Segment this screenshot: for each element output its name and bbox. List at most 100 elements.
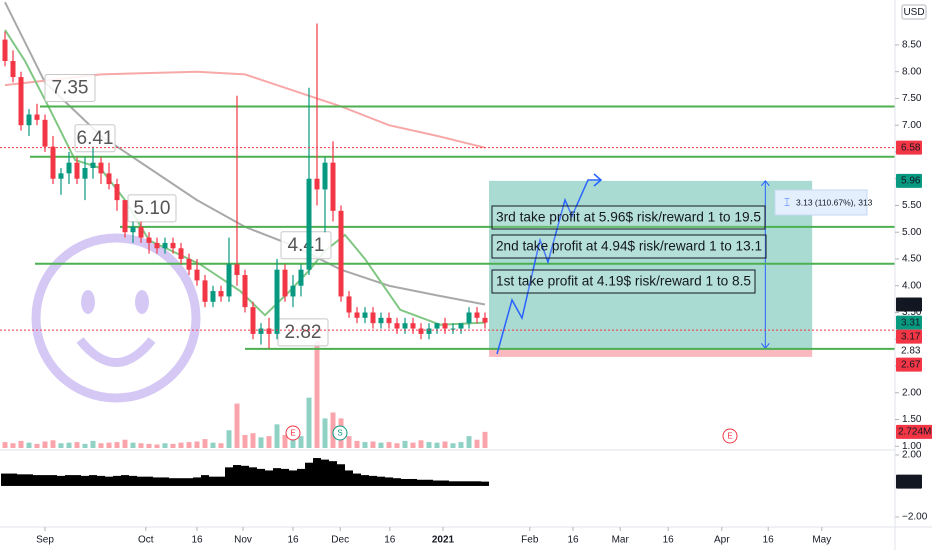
- volume-bar: [274, 424, 280, 448]
- candle-body: [458, 323, 464, 329]
- indicator-bar: [233, 465, 241, 486]
- price-badge: [896, 297, 922, 312]
- forecast-path: [496, 173, 603, 355]
- indicator-bar: [297, 468, 305, 486]
- price-badge-label: 5.96: [901, 175, 921, 186]
- x-tick-label: 16: [663, 535, 675, 546]
- candle-body: [10, 60, 16, 78]
- candle-body: [98, 162, 104, 174]
- level-label: 7.35: [52, 77, 89, 98]
- indicator-bar: [89, 475, 97, 486]
- candle-body: [346, 296, 352, 313]
- volume-bar: [466, 436, 472, 448]
- level-label-box: [44, 73, 96, 102]
- volume-bar: [282, 434, 288, 448]
- x-tick-label: Mar: [612, 535, 630, 546]
- indicator-bar: [401, 478, 409, 486]
- candle-body: [226, 264, 232, 297]
- candle-body: [18, 77, 24, 126]
- candle-body: [234, 264, 240, 276]
- x-tick-label: 16: [763, 535, 775, 546]
- axes: 8.508.007.507.006.506.005.505.004.504.00…: [0, 40, 932, 546]
- x-tick-label: 16: [567, 535, 579, 546]
- y-tick-label: 1.50: [902, 414, 922, 425]
- indicator-bar: [433, 480, 441, 486]
- x-tick-label: 16: [287, 535, 299, 546]
- volume-bar: [162, 443, 168, 448]
- candle-body: [26, 114, 32, 126]
- candle-body: [186, 258, 192, 270]
- indicator-bar: [65, 475, 73, 486]
- candle-body: [34, 114, 40, 120]
- notes: 3rd take profit at 5.96$ risk/reward 1 t…: [491, 205, 767, 294]
- price-badge: [896, 329, 922, 344]
- candle-body: [58, 173, 64, 179]
- indicator-bar: [1, 473, 9, 486]
- y-tick-label: 8.50: [902, 40, 922, 51]
- volume-bar: [370, 441, 376, 448]
- volume-badge-label: 2.724M: [898, 427, 931, 438]
- indicator-bar: [81, 475, 89, 486]
- indicator-bar: [329, 461, 337, 486]
- indicator-bar: [17, 474, 25, 486]
- volume-badge: [896, 424, 932, 439]
- candle-body: [114, 184, 120, 201]
- volume-bar: [194, 441, 200, 448]
- volume-bar: [202, 439, 208, 448]
- candle-body: [242, 275, 248, 308]
- event-label: E: [727, 432, 732, 441]
- volume-bar: [34, 443, 40, 448]
- candle-body: [386, 317, 392, 324]
- measure-label: 3.13 (110.67%), 313: [796, 197, 873, 207]
- candle-body: [330, 162, 336, 211]
- x-tick-label: Sep: [36, 535, 54, 546]
- indicator-bar: [33, 475, 41, 486]
- indicator-bar: [441, 480, 449, 486]
- volume-bar: [482, 431, 488, 448]
- volume-bar: [226, 430, 232, 448]
- volume-bar: [234, 403, 240, 448]
- candle-body: [290, 285, 296, 297]
- candle-body: [50, 146, 56, 179]
- smiley-eye: [135, 290, 149, 314]
- candle-body: [298, 269, 304, 286]
- volume-bar: [458, 442, 464, 448]
- indicator-badge-label: 0.28: [901, 476, 921, 487]
- indicator-bar: [481, 481, 489, 486]
- volume-bar: [306, 397, 312, 448]
- indicator-bar: [145, 476, 153, 486]
- currency-box: [901, 4, 927, 20]
- candle-body: [474, 312, 480, 318]
- indicator-bar: [273, 468, 281, 486]
- x-tick-label: Nov: [234, 535, 252, 546]
- y-tick-label: 4.00: [902, 280, 922, 291]
- volume-bar: [434, 442, 440, 448]
- volume-bar: [58, 443, 64, 448]
- price-badge: [896, 357, 922, 372]
- volume-bar: [122, 439, 128, 448]
- indicator-pane: 2.00 −2.00 0.28: [1, 450, 928, 523]
- candle-body: [314, 178, 320, 190]
- volume-bar: [410, 442, 416, 448]
- level-label: 5.10: [134, 198, 171, 219]
- candle-body: [394, 323, 400, 329]
- indicator-bar: [121, 475, 129, 486]
- note-text: 1st take profit at 4.19$ risk/reward 1 t…: [496, 273, 751, 289]
- volume-bar: [66, 442, 72, 448]
- volume-bar: [394, 443, 400, 448]
- candle-body: [466, 312, 472, 324]
- volume-bar: [474, 439, 480, 448]
- volume-bar: [314, 341, 320, 448]
- volume-bar: [74, 442, 80, 448]
- candle-body: [338, 210, 344, 297]
- volume-bar: [298, 436, 304, 448]
- volume-bar: [402, 440, 408, 448]
- candle-body: [202, 280, 208, 302]
- volume-bar: [210, 442, 216, 448]
- smiley-drawing: [31, 233, 201, 403]
- indicator-bar: [417, 479, 425, 486]
- indicator-bar: [225, 467, 233, 486]
- smiley-eye: [81, 290, 95, 314]
- candle-body: [266, 328, 272, 334]
- volume-bar: [10, 443, 16, 448]
